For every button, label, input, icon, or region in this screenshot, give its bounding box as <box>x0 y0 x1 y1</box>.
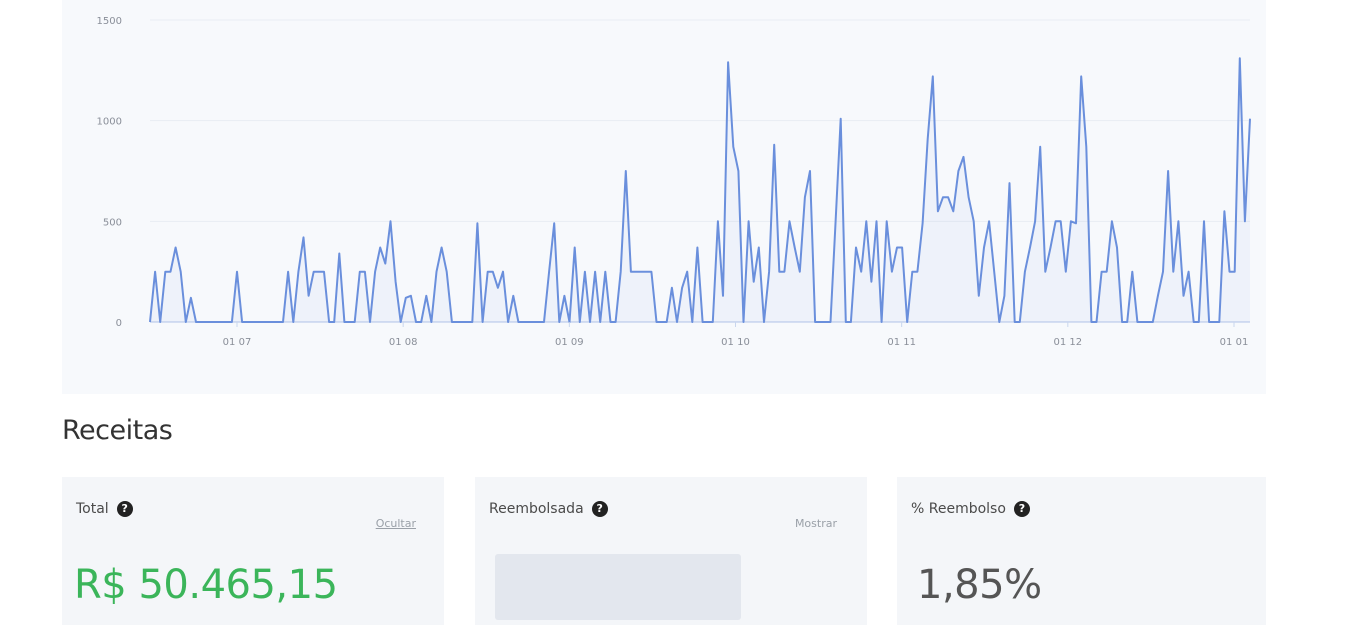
refund-percent-value: 1,85% <box>917 562 1042 608</box>
x-tick-label: 01 07 <box>223 337 252 348</box>
section-title: Receitas <box>62 415 173 446</box>
help-icon[interactable]: ? <box>116 501 133 517</box>
y-tick-label: 1500 <box>97 16 122 27</box>
x-tick-label: 01 10 <box>721 337 750 348</box>
x-tick-label: 01 12 <box>1054 337 1083 348</box>
refunded-card: Reembolsada ? Mostrar <box>475 477 867 625</box>
x-tick-label: 01 11 <box>887 337 916 348</box>
y-tick-label: 500 <box>103 217 122 228</box>
refund-percent-card: % Reembolso ? 1,85% <box>897 477 1266 625</box>
refunded-label: Reembolsada <box>489 501 584 517</box>
refunded-card-header: Reembolsada ? <box>489 501 608 517</box>
refund-percent-label: % Reembolso <box>911 501 1006 517</box>
revenue-chart-panel: 0 500 1000 1500 01 07 01 08 01 09 01 10 01 11 01 … <box>62 0 1266 394</box>
total-card: Total ? Ocultar R$ 50.465,15 <box>62 477 444 625</box>
total-value: R$ 50.465,15 <box>74 562 338 608</box>
revenue-line-chart: 0 500 1000 1500 01 07 01 08 01 09 01 10 01 11 01 … <box>97 16 1251 348</box>
y-tick-label: 1000 <box>97 117 122 128</box>
y-tick-label: 0 <box>116 318 122 329</box>
help-icon[interactable]: ? <box>1013 501 1030 517</box>
x-tick-label: 01 08 <box>389 337 418 348</box>
hidden-value-placeholder <box>495 554 741 620</box>
show-link[interactable]: Mostrar <box>794 517 837 530</box>
help-icon[interactable]: ? <box>591 501 608 517</box>
series-area <box>150 58 1250 323</box>
total-card-header: Total ? <box>76 501 133 517</box>
series-line <box>149 57 1251 323</box>
x-tick-label: 01 09 <box>555 337 584 348</box>
hide-link[interactable]: Ocultar <box>375 517 416 530</box>
x-tick-label: 01 01 <box>1220 337 1249 348</box>
refund-percent-card-header: % Reembolso ? <box>911 501 1030 517</box>
total-label: Total <box>76 501 109 517</box>
